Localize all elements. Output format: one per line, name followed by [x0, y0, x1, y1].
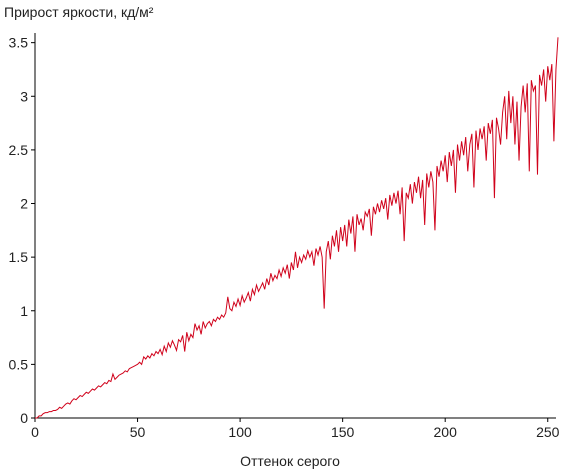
y-tick-label: 3.5: [9, 35, 29, 51]
y-tick-label: 0.5: [9, 356, 29, 372]
y-tick-label: 1.5: [9, 249, 29, 265]
x-tick-label: 200: [434, 424, 458, 440]
x-tick-label: 100: [228, 424, 252, 440]
y-tick-label: 2: [20, 196, 28, 212]
data-line: [35, 37, 559, 419]
x-axis-label: Оттенок серого: [240, 453, 340, 469]
y-tick-label: 2.5: [9, 142, 29, 158]
x-tick-label: 0: [31, 424, 39, 440]
y-tick-label: 3: [20, 88, 28, 104]
y-tick-label: 1: [20, 303, 28, 319]
x-tick-label: 250: [536, 424, 560, 440]
y-tick-label: 0: [20, 410, 28, 426]
chart-title: Прирост яркости, кд/м²: [4, 4, 154, 20]
x-tick-label: 50: [130, 424, 146, 440]
x-tick-label: 150: [331, 424, 355, 440]
